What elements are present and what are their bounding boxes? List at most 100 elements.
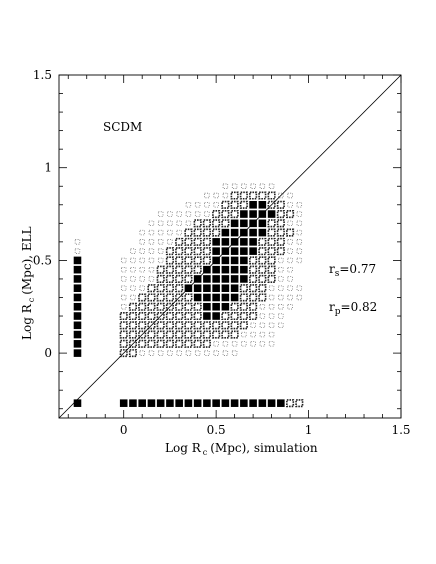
bottom-row-cell (230, 399, 239, 407)
density-cell (130, 257, 136, 264)
density-cell (165, 339, 174, 348)
density-cell (258, 191, 267, 200)
density-cell (212, 219, 221, 228)
density-cell (259, 183, 266, 189)
density-cell (193, 237, 202, 246)
density-cell (259, 322, 266, 329)
density-cell (258, 293, 267, 302)
density-cell (258, 247, 267, 256)
density-cell (240, 265, 248, 274)
density-cell (184, 321, 193, 330)
density-cell (175, 247, 184, 256)
density-cell (193, 339, 202, 348)
x-tick-label: 1 (305, 423, 313, 437)
density-cell (287, 202, 293, 208)
density-cell (212, 238, 220, 246)
density-cell (138, 339, 147, 348)
density-cell (212, 312, 220, 320)
density-cell (250, 322, 256, 329)
density-cell (287, 239, 293, 245)
density-cell (176, 350, 182, 356)
density-cell (147, 311, 156, 321)
density-cell (239, 293, 248, 302)
density-cell (203, 312, 211, 320)
density-cell (212, 293, 220, 302)
density-cell (249, 228, 257, 237)
plot-frame (58, 74, 402, 419)
density-cell (212, 265, 220, 274)
bottom-row-cell (193, 399, 202, 407)
density-cell (185, 202, 192, 208)
density-cell (120, 257, 127, 264)
left-column-cell (74, 248, 81, 254)
density-cell (221, 265, 230, 274)
density-cell (249, 311, 258, 321)
density-cell (148, 229, 155, 236)
density-cell (221, 311, 230, 321)
bottom-row-cell (138, 399, 146, 407)
density-cell (184, 237, 193, 246)
density-cell (249, 293, 258, 302)
density-cell (239, 311, 248, 321)
density-cell (194, 350, 201, 356)
density-cell (184, 256, 193, 265)
bottom-row-cell (277, 399, 285, 407)
density-cell (193, 330, 202, 339)
density-cell (267, 219, 276, 228)
density-cell (241, 183, 247, 189)
density-cell (239, 284, 248, 293)
density-cell (240, 219, 248, 228)
density-cell (202, 219, 211, 228)
density-cell (148, 248, 155, 254)
density-cell (286, 210, 295, 219)
density-cell (165, 274, 174, 283)
density-cell (157, 350, 164, 356)
density-cell (268, 322, 275, 329)
density-cell (231, 341, 238, 347)
density-cell (249, 238, 257, 246)
density-cell (240, 256, 248, 265)
density-cell (157, 239, 164, 245)
left-column-cell (73, 330, 82, 339)
density-cell (230, 265, 239, 274)
density-cell (296, 239, 303, 245)
bottom-row-cell (166, 399, 174, 407)
density-cell (119, 339, 128, 348)
density-cell (287, 276, 293, 282)
density-cell (165, 293, 174, 302)
density-cell (202, 321, 211, 330)
density-cell (230, 302, 239, 311)
density-cell (175, 274, 184, 283)
density-cell (167, 220, 173, 227)
density-cell (203, 284, 211, 293)
density-cell (268, 285, 275, 291)
density-cell (221, 284, 230, 293)
density-cell (267, 210, 276, 218)
density-cell (165, 265, 174, 274)
density-cell (267, 191, 276, 200)
density-cell (278, 257, 284, 264)
bottom-row-cell (203, 399, 211, 407)
density-cell (267, 274, 276, 283)
density-cell (258, 265, 267, 274)
density-cell (138, 302, 147, 311)
y-tick-label: 1 (44, 161, 52, 175)
density-cell (213, 202, 219, 208)
y-tick-label: 0.5 (33, 253, 52, 267)
density-cell (157, 248, 164, 254)
x-tick-label: 1.5 (391, 423, 410, 437)
one-to-one-line (58, 74, 402, 419)
x-tick-label: 0 (120, 423, 128, 437)
density-cell (230, 293, 239, 302)
density-cell (296, 294, 303, 301)
density-cell (230, 228, 239, 237)
rs-value: =0.77 (339, 262, 376, 276)
density-cell (156, 311, 165, 321)
density-cell (203, 302, 211, 311)
density-cell (139, 285, 145, 291)
density-cell (240, 275, 248, 283)
density-cell (249, 302, 258, 311)
density-cell (221, 200, 230, 209)
density-cell (212, 247, 220, 255)
density-cell (202, 247, 211, 256)
